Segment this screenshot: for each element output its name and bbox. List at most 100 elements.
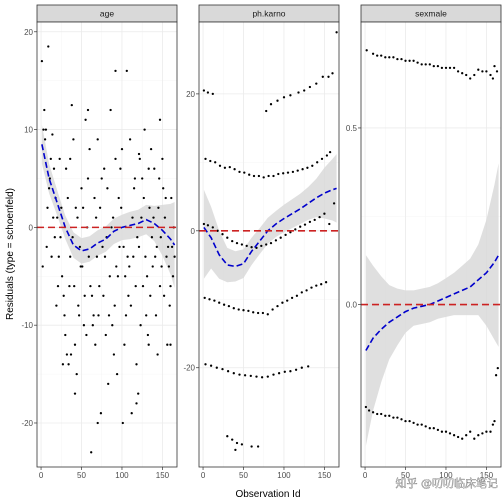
residual-point [203, 296, 206, 300]
residual-point [392, 416, 395, 419]
residual-point [469, 430, 472, 433]
residual-point [493, 64, 496, 68]
residual-point [209, 159, 212, 163]
residual-point [56, 284, 60, 288]
residual-point [440, 430, 444, 433]
y-tick-label: -10 [21, 321, 33, 330]
residual-point [103, 167, 106, 170]
residual-point [204, 363, 207, 366]
residual-point [327, 75, 330, 78]
watermark-text: 知乎 @叨叨临床笔记 [396, 476, 499, 490]
residual-point [272, 373, 275, 376]
residual-point [211, 226, 214, 229]
residual-point [47, 45, 50, 48]
residual-point [78, 245, 82, 249]
residual-point [289, 370, 292, 373]
residual-point [43, 138, 47, 141]
residual-point [102, 294, 105, 297]
facet-panel-1: ph.karno 0 50 100 150 -20 0 20 [183, 4, 340, 480]
residual-point [124, 275, 127, 278]
residual-point [308, 220, 312, 224]
residual-point [252, 311, 255, 314]
residual-point [444, 430, 448, 433]
strip-label: ph.karno [252, 9, 285, 19]
residual-point [485, 70, 488, 73]
residual-point [267, 174, 270, 178]
panel-content [361, 22, 501, 467]
y-tick-label: 10 [24, 126, 33, 135]
residual-point [103, 255, 107, 258]
residual-point [284, 233, 287, 237]
residual-point [316, 161, 319, 164]
residual-point [400, 57, 403, 61]
residual-point [231, 239, 234, 243]
residual-point [98, 206, 102, 209]
residual-point [140, 216, 143, 219]
residual-point [306, 166, 309, 169]
residual-point [496, 366, 499, 370]
panel-content [199, 22, 339, 467]
facet-panel-0: age 0 50 100 150 -20 -10 0 10 20 [21, 4, 178, 480]
x-tick-label: 0 [201, 471, 206, 480]
residual-point [141, 284, 145, 288]
residual-point [448, 66, 452, 70]
residual-point [52, 167, 56, 170]
residual-point [142, 196, 145, 200]
residual-point [45, 245, 48, 249]
residual-point [163, 216, 167, 219]
y-tick-label: 0.5 [346, 124, 358, 133]
residual-point [491, 77, 495, 80]
residual-point [310, 286, 313, 289]
residual-point [420, 423, 423, 426]
residual-point [226, 236, 229, 239]
y-axis-title: Residuals (type = schoenfeld) [5, 188, 16, 320]
residual-point [376, 54, 379, 57]
residual-point [111, 216, 115, 219]
residual-point [289, 94, 292, 97]
residual-point [238, 373, 241, 376]
residual-point [95, 255, 99, 258]
residual-point [232, 307, 235, 310]
residual-point [226, 435, 229, 438]
residual-point [294, 228, 297, 231]
residual-point [72, 138, 75, 141]
residual-point [120, 147, 124, 151]
residual-point [171, 275, 175, 278]
residual-point [107, 382, 110, 386]
residual-point [380, 54, 383, 57]
residual-point [448, 432, 452, 435]
residual-point [49, 157, 52, 161]
residual-point [69, 255, 72, 258]
residual-point [491, 423, 495, 426]
x-tick-label: 100 [115, 471, 129, 480]
smooth-line [365, 254, 500, 351]
panel-background [361, 22, 501, 467]
residual-point [335, 31, 338, 34]
residual-point [461, 72, 464, 75]
residual-point [274, 239, 278, 242]
residual-point [477, 434, 480, 437]
residual-point [331, 72, 334, 75]
residual-point [50, 255, 53, 258]
smooth-line [203, 187, 337, 268]
residual-point [147, 167, 150, 170]
y-tick-label: 0.0 [346, 301, 358, 310]
residual-point [243, 374, 247, 377]
residual-point [252, 174, 256, 178]
residual-point [158, 177, 161, 180]
residual-point [237, 308, 240, 311]
x-tick-label: 50 [401, 471, 410, 480]
residual-point [376, 412, 379, 416]
residual-point [137, 392, 140, 395]
panel-content [37, 22, 177, 467]
residual-point [465, 73, 468, 77]
residual-point [245, 244, 248, 248]
residual-point [120, 206, 123, 209]
residual-point [328, 222, 331, 226]
residual-point [162, 294, 166, 297]
residual-point [107, 314, 111, 317]
residual-point [111, 324, 114, 327]
residual-point [384, 414, 387, 417]
residual-point [300, 366, 303, 369]
residual-point [124, 314, 128, 317]
